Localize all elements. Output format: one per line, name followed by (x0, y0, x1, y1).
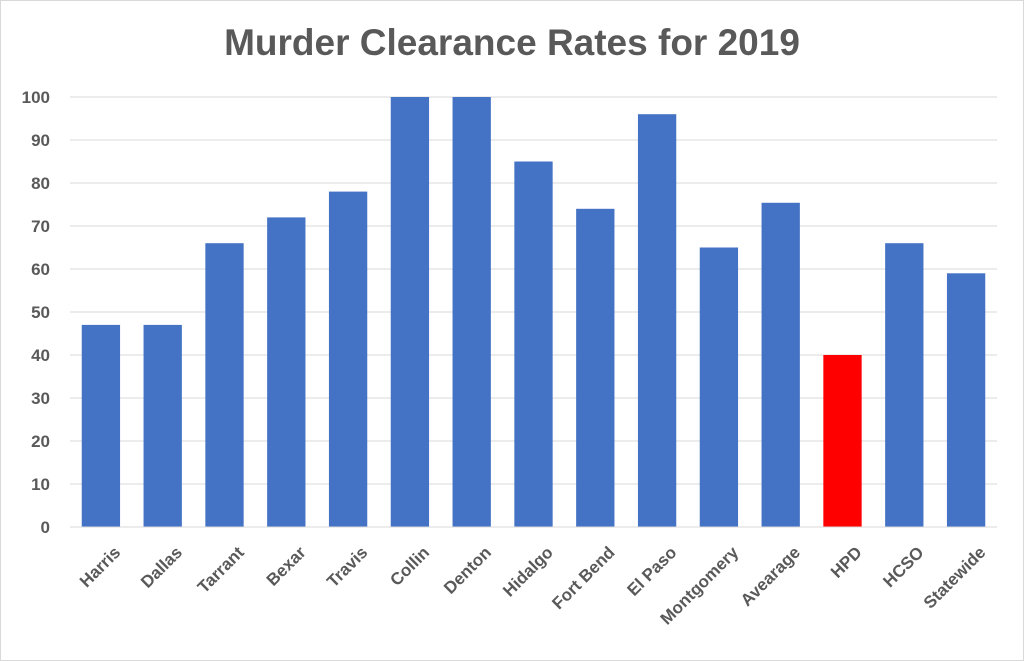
x-tick-label: HCSO (879, 543, 927, 591)
bar-bexar (267, 217, 306, 527)
x-tick-label: Hidalgo (499, 543, 557, 601)
bar-harris (81, 324, 121, 527)
bar-hpd (823, 355, 862, 527)
chart-title: Murder Clearance Rates for 2019 (224, 22, 800, 63)
y-tick-label: 0 (41, 518, 50, 537)
bar-avearage (761, 202, 800, 527)
y-tick-label: 80 (31, 174, 50, 193)
x-tick-label: Bexar (263, 543, 310, 590)
y-tick-label: 20 (31, 432, 50, 451)
bar-collin (390, 97, 430, 527)
x-axis-ticks: Harris Dallas Tarrant Bexar Travis Collin Dent… (70, 526, 997, 628)
bar-denton (452, 97, 491, 527)
x-tick-label: HPD (827, 543, 866, 582)
x-tick-label: Avearage (737, 543, 804, 610)
bar-montgomery (699, 247, 739, 527)
bar-statewide (946, 273, 986, 527)
x-tick-label: Harris (76, 543, 124, 591)
y-tick-label: 40 (31, 346, 50, 365)
y-tick-label: 30 (31, 389, 50, 408)
x-tick-label: Denton (440, 543, 495, 598)
x-tick-label: Tarrant (194, 543, 248, 597)
y-axis-ticks: 0 10 20 30 40 50 60 70 80 90 100 (22, 88, 50, 537)
bar-el-paso (637, 114, 677, 527)
x-tick-label: Travis (323, 543, 371, 591)
x-tick-label: Statewide (920, 543, 990, 613)
x-tick-label: Dallas (137, 543, 186, 592)
bar-hidalgo (514, 161, 553, 527)
bar-dallas (143, 324, 182, 527)
bar-hcso (885, 243, 924, 527)
y-tick-label: 50 (31, 303, 50, 322)
y-tick-label: 100 (22, 88, 50, 107)
x-tick-label: El Paso (624, 543, 681, 600)
bars (81, 97, 986, 528)
x-tick-label: Collin (386, 543, 433, 590)
bar-fort-bend (576, 208, 615, 528)
bar-tarrant (205, 243, 244, 527)
y-tick-label: 60 (31, 260, 50, 279)
y-tick-label: 10 (31, 475, 50, 494)
y-tick-label: 90 (31, 131, 50, 150)
y-tick-label: 70 (31, 217, 50, 236)
bar-travis (328, 191, 368, 527)
x-tick-label: Fort Bend (548, 543, 618, 613)
